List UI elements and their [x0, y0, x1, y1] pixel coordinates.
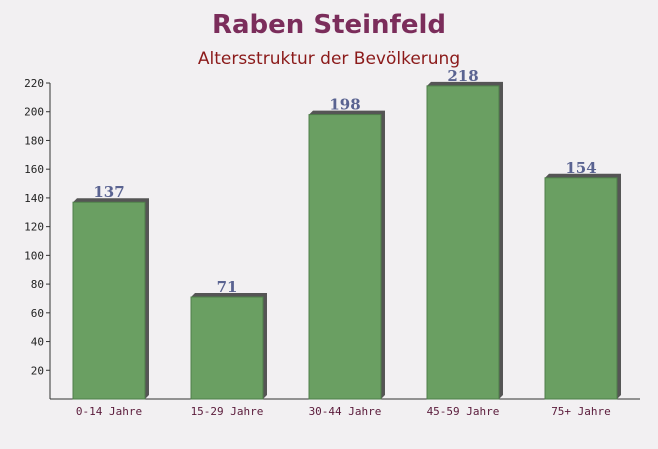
bar: [190, 296, 264, 400]
value-label: 137: [93, 183, 124, 201]
value-label: 154: [565, 159, 596, 177]
value-label: 71: [217, 278, 238, 296]
y-tick-label: 120: [24, 221, 44, 234]
y-tick-label: 80: [31, 278, 44, 291]
y-tick-label: 20: [31, 364, 44, 377]
x-tick-label: 0-14 Jahre: [76, 405, 142, 418]
bar: [308, 114, 382, 400]
chart-title: Raben Steinfeld: [212, 10, 446, 40]
bar: [72, 201, 146, 400]
value-label: 218: [447, 67, 478, 85]
y-tick-label: 200: [24, 106, 44, 119]
value-label: 198: [329, 96, 360, 114]
x-tick-label: 75+ Jahre: [551, 405, 611, 418]
y-tick-label: 100: [24, 249, 44, 262]
x-tick-label: 45-59 Jahre: [427, 405, 500, 418]
y-tick-label: 40: [31, 336, 44, 349]
chart-subtitle: Altersstruktur der Bevölkerung: [198, 49, 460, 69]
x-tick-label: 30-44 Jahre: [309, 405, 382, 418]
y-tick-label: 220: [24, 77, 44, 90]
x-tick-label: 15-29 Jahre: [191, 405, 264, 418]
y-tick-label: 180: [24, 134, 44, 147]
bar: [426, 85, 500, 400]
y-tick-label: 140: [24, 192, 44, 205]
bar: [544, 177, 618, 400]
y-tick-label: 60: [31, 307, 44, 320]
y-tick-label: 160: [24, 163, 44, 176]
